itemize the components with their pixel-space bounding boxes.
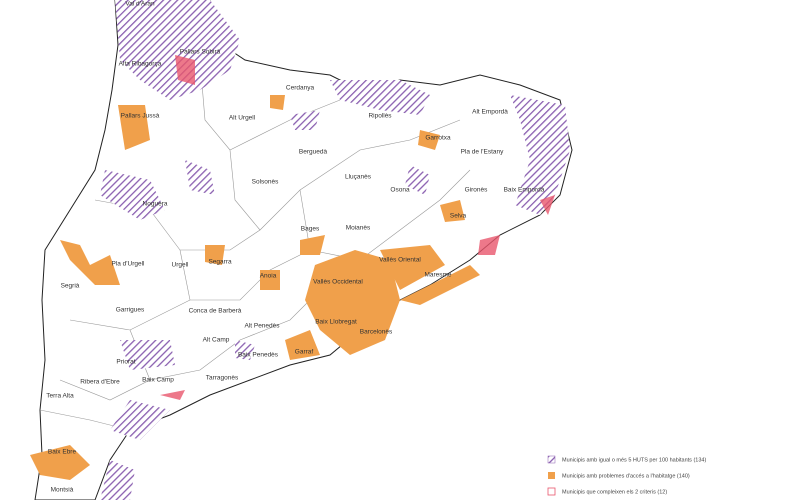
- comarca-label: Lluçanès: [345, 174, 372, 181]
- comarca-label: Selva: [450, 213, 467, 220]
- legend-swatch: [547, 487, 556, 496]
- comarca-label: Moianès: [346, 225, 371, 232]
- comarca-label: Osona: [390, 187, 410, 194]
- comarca-label: Conca de Barberà: [189, 308, 242, 315]
- comarca-label: Ripollès: [368, 113, 392, 120]
- comarca-label: Bages: [301, 226, 320, 233]
- both-criteria-areas: [160, 55, 555, 400]
- huts-areas: [100, 0, 570, 500]
- comarca-label: Gironès: [465, 187, 489, 194]
- comarca-label: Alt Camp: [203, 337, 230, 344]
- comarca-label: Pallars Jussà: [121, 113, 160, 120]
- legend-label: Municipis amb igual o més 5 HUTS per 100…: [562, 457, 706, 463]
- comarca-label: Pla de l'Estany: [461, 149, 505, 156]
- comarca-label: Garrotxa: [425, 135, 451, 142]
- comarca-label: Vallès Occidental: [313, 279, 363, 286]
- comarca-label: Montsià: [51, 487, 74, 494]
- comarca-label: Noguera: [143, 201, 168, 208]
- comarca-label: Baix Ebre: [48, 449, 77, 456]
- comarca-label: Berguedà: [299, 149, 328, 156]
- comarca-label: Barcelonès: [360, 329, 393, 336]
- comarca-label: Pla d'Urgell: [111, 261, 145, 268]
- comarca-label: Segarra: [208, 259, 232, 266]
- comarca-label: Baix Penedès: [238, 352, 279, 359]
- comarca-label: Segrià: [61, 283, 80, 290]
- comarca-label: Baix Camp: [142, 377, 174, 384]
- comarca-label: Ribera d'Ebre: [80, 379, 120, 386]
- comarca-label: Pallars Sobirà: [180, 49, 221, 56]
- comarca-label: Urgell: [172, 262, 190, 269]
- legend-swatch: [547, 455, 556, 464]
- comarca-label: Baix Empordà: [504, 187, 545, 194]
- comarca-label: Cerdanya: [286, 85, 315, 92]
- comarca-label: Anoia: [260, 273, 277, 280]
- legend-label: Municipis que compleixen els 2 criteris …: [562, 489, 667, 495]
- comarca-label: Alt Penedès: [244, 323, 280, 330]
- comarca-label: Alt Empordà: [472, 109, 508, 116]
- comarca-label: Garraf: [295, 349, 314, 356]
- legend: Municipis amb igual o més 5 HUTS per 100…: [547, 455, 706, 496]
- legend-swatch: [548, 472, 555, 479]
- comarca-label: Tarragonès: [206, 375, 239, 382]
- comarca-label: Maresme: [424, 272, 451, 279]
- housing-access-areas: [30, 95, 480, 480]
- comarca-label: Solsonès: [252, 179, 279, 186]
- legend-label: Municipis amb problemes d'accés a l'habi…: [562, 473, 690, 479]
- comarca-labels: Val d'Aran Pallars Sobirà Alta Ribagorça Pa…: [46, 1, 545, 494]
- comarca-label: Baix Llobregat: [315, 319, 357, 326]
- comarca-borders: [39, 59, 471, 431]
- comarca-label: Alta Ribagorça: [119, 61, 162, 68]
- comarca-label: Alt Urgell: [229, 115, 256, 122]
- comarca-label: Garrigues: [116, 307, 145, 314]
- comarca-label: Vallès Oriental: [379, 257, 421, 264]
- comarca-label: Terra Alta: [46, 393, 74, 400]
- comarca-label: Priorat: [116, 359, 135, 366]
- comarca-label: Val d'Aran: [125, 1, 155, 8]
